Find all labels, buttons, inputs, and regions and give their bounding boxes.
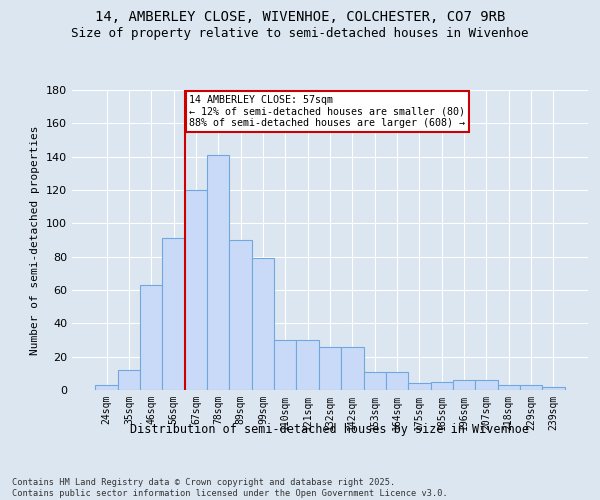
Bar (207, 155, 229, 390)
Bar (140, 285, 163, 390)
Bar (520, 385, 542, 390)
Bar (341, 346, 364, 390)
Bar (319, 346, 341, 390)
Bar (475, 380, 497, 390)
Bar (95, 385, 118, 390)
Bar (118, 370, 140, 390)
Bar (408, 384, 431, 390)
Bar (229, 240, 252, 390)
Bar (163, 238, 185, 390)
Bar (386, 372, 408, 390)
Bar (542, 386, 565, 390)
Text: Size of property relative to semi-detached houses in Wivenhoe: Size of property relative to semi-detach… (71, 28, 529, 40)
Text: 14 AMBERLEY CLOSE: 57sqm
← 12% of semi-detached houses are smaller (80)
88% of s: 14 AMBERLEY CLOSE: 57sqm ← 12% of semi-d… (189, 95, 465, 128)
Bar (453, 380, 475, 390)
Bar (431, 382, 453, 390)
Y-axis label: Number of semi-detached properties: Number of semi-detached properties (31, 125, 40, 355)
Text: Contains HM Land Registry data © Crown copyright and database right 2025.
Contai: Contains HM Land Registry data © Crown c… (12, 478, 448, 498)
Text: Distribution of semi-detached houses by size in Wivenhoe: Distribution of semi-detached houses by … (131, 422, 530, 436)
Bar (274, 340, 296, 390)
Text: 14, AMBERLEY CLOSE, WIVENHOE, COLCHESTER, CO7 9RB: 14, AMBERLEY CLOSE, WIVENHOE, COLCHESTER… (95, 10, 505, 24)
Bar (252, 258, 274, 390)
Bar (296, 340, 319, 390)
Bar (497, 385, 520, 390)
Bar (185, 190, 207, 390)
Bar (364, 372, 386, 390)
